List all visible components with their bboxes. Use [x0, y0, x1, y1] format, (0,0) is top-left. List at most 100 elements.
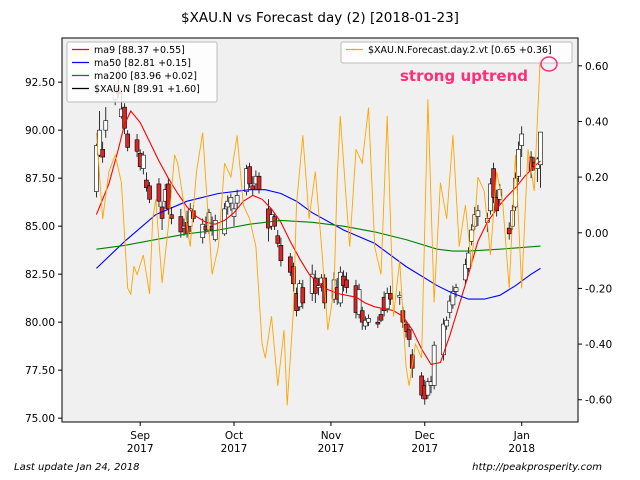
candle	[425, 377, 431, 399]
x-tick-label-line: 2017	[127, 443, 154, 455]
candle	[538, 131, 543, 188]
ma200-line	[96, 219, 541, 252]
candle	[378, 308, 384, 323]
candle-body	[234, 195, 240, 204]
right-tick-label: 0.20	[585, 172, 608, 184]
candle-body	[538, 131, 543, 166]
candle	[94, 143, 99, 198]
candle	[234, 189, 240, 209]
left-tick-label: 75.00	[25, 413, 55, 425]
left-tick-label: 77.50	[25, 365, 55, 377]
candle	[356, 283, 362, 319]
candle-body	[287, 256, 293, 273]
candle	[463, 258, 468, 284]
candle	[147, 182, 152, 204]
candle-body	[466, 252, 471, 269]
legend-left: ma9 [88.37 +0.55] ma50 [82.81 +0.15] ma200…	[66, 41, 218, 103]
candle-body	[100, 149, 105, 158]
candle	[359, 306, 365, 330]
candle	[225, 195, 231, 215]
candle	[450, 285, 456, 309]
candle	[100, 141, 105, 163]
candle-body	[134, 139, 140, 152]
candle-body	[516, 149, 521, 177]
candle-body	[344, 279, 349, 288]
candle-body	[444, 319, 449, 327]
candle	[506, 222, 512, 240]
right-tick-label: -0.20	[585, 283, 612, 295]
legend-right: $XAU.N.Forecast.day.2.vt [0.65 +0.36]	[340, 41, 573, 64]
candle-body	[397, 294, 403, 298]
candle	[384, 287, 390, 313]
x-tick-label-line: 2018	[508, 443, 535, 455]
legend-label: $XAU.N.Forecast.day.2.vt [0.65 +0.36]	[368, 45, 552, 56]
candle-body	[378, 314, 384, 321]
candle	[375, 316, 381, 328]
candle	[344, 272, 349, 294]
x-tick-label-line: Oct	[225, 430, 243, 442]
x-tick-label-line: Jan	[513, 430, 530, 442]
footer-url[interactable]: http://peakprosperity.com	[472, 462, 602, 473]
left-tick-label: 85.00	[25, 221, 55, 233]
x-tick-label: Jan 2018	[508, 430, 535, 455]
candle-body	[103, 120, 109, 131]
candle-body	[141, 154, 146, 169]
candle-body	[316, 285, 321, 288]
candle	[444, 316, 449, 330]
left-tick-label: 92.50	[25, 77, 55, 89]
left-tick-label: 82.50	[25, 269, 55, 281]
candle-body	[469, 229, 474, 242]
candle-body	[384, 293, 390, 310]
candle-body	[300, 287, 306, 304]
candle-body	[356, 289, 362, 315]
candle	[287, 253, 293, 277]
candle-body	[122, 106, 127, 129]
candle	[291, 262, 296, 292]
candle-body	[409, 354, 415, 369]
candle-body	[275, 235, 281, 244]
candle-body	[447, 300, 453, 313]
candle-body	[125, 133, 130, 148]
candle	[300, 279, 306, 309]
candle-body	[475, 210, 481, 217]
right-tick-label: 0.00	[585, 228, 608, 240]
candle-body	[366, 318, 371, 323]
candle-body	[453, 287, 459, 292]
x-tick-label-line: 2017	[318, 443, 345, 455]
candle-body	[256, 175, 262, 190]
candle-body	[519, 133, 525, 146]
candle	[316, 278, 321, 296]
x-tick-label-line: 2017	[411, 443, 438, 455]
footer-last-update: Last update Jan 24, 2018	[14, 462, 140, 473]
candle	[125, 130, 130, 152]
right-tick-label: 0.60	[585, 61, 608, 73]
legend-box	[340, 41, 573, 64]
candle-body	[406, 329, 412, 340]
x-tick-label: Sep 2017	[127, 430, 154, 455]
x-tick-label: Dec 2017	[411, 430, 438, 455]
x-tick-label-line: Dec	[415, 430, 436, 442]
legend-label: ma200 [83.96 +0.02]	[94, 71, 197, 82]
legend-label: ma50 [82.81 +0.15]	[94, 58, 191, 69]
candle	[516, 141, 521, 182]
candle	[228, 193, 234, 211]
candle-body	[363, 319, 368, 327]
candle	[134, 134, 140, 158]
candle-body	[147, 185, 152, 200]
candle	[431, 341, 437, 390]
candle-body	[225, 200, 231, 208]
candle	[122, 103, 127, 134]
candle	[178, 208, 184, 238]
candle	[247, 162, 252, 188]
candle-body	[278, 245, 284, 262]
candle-body	[431, 344, 437, 386]
candle-body	[338, 271, 343, 304]
chart-title: $XAU.N vs Forecast day (2) [2018-01-23]	[181, 10, 459, 26]
x-tick-label: Nov 2017	[318, 430, 345, 455]
candle-body	[144, 179, 149, 189]
legend-label: $XAU.N [89.91 +1.60]	[94, 84, 200, 95]
left-tick-label: 87.50	[25, 173, 55, 185]
right-tick-label: -0.40	[585, 339, 612, 351]
candle-body	[375, 321, 381, 325]
